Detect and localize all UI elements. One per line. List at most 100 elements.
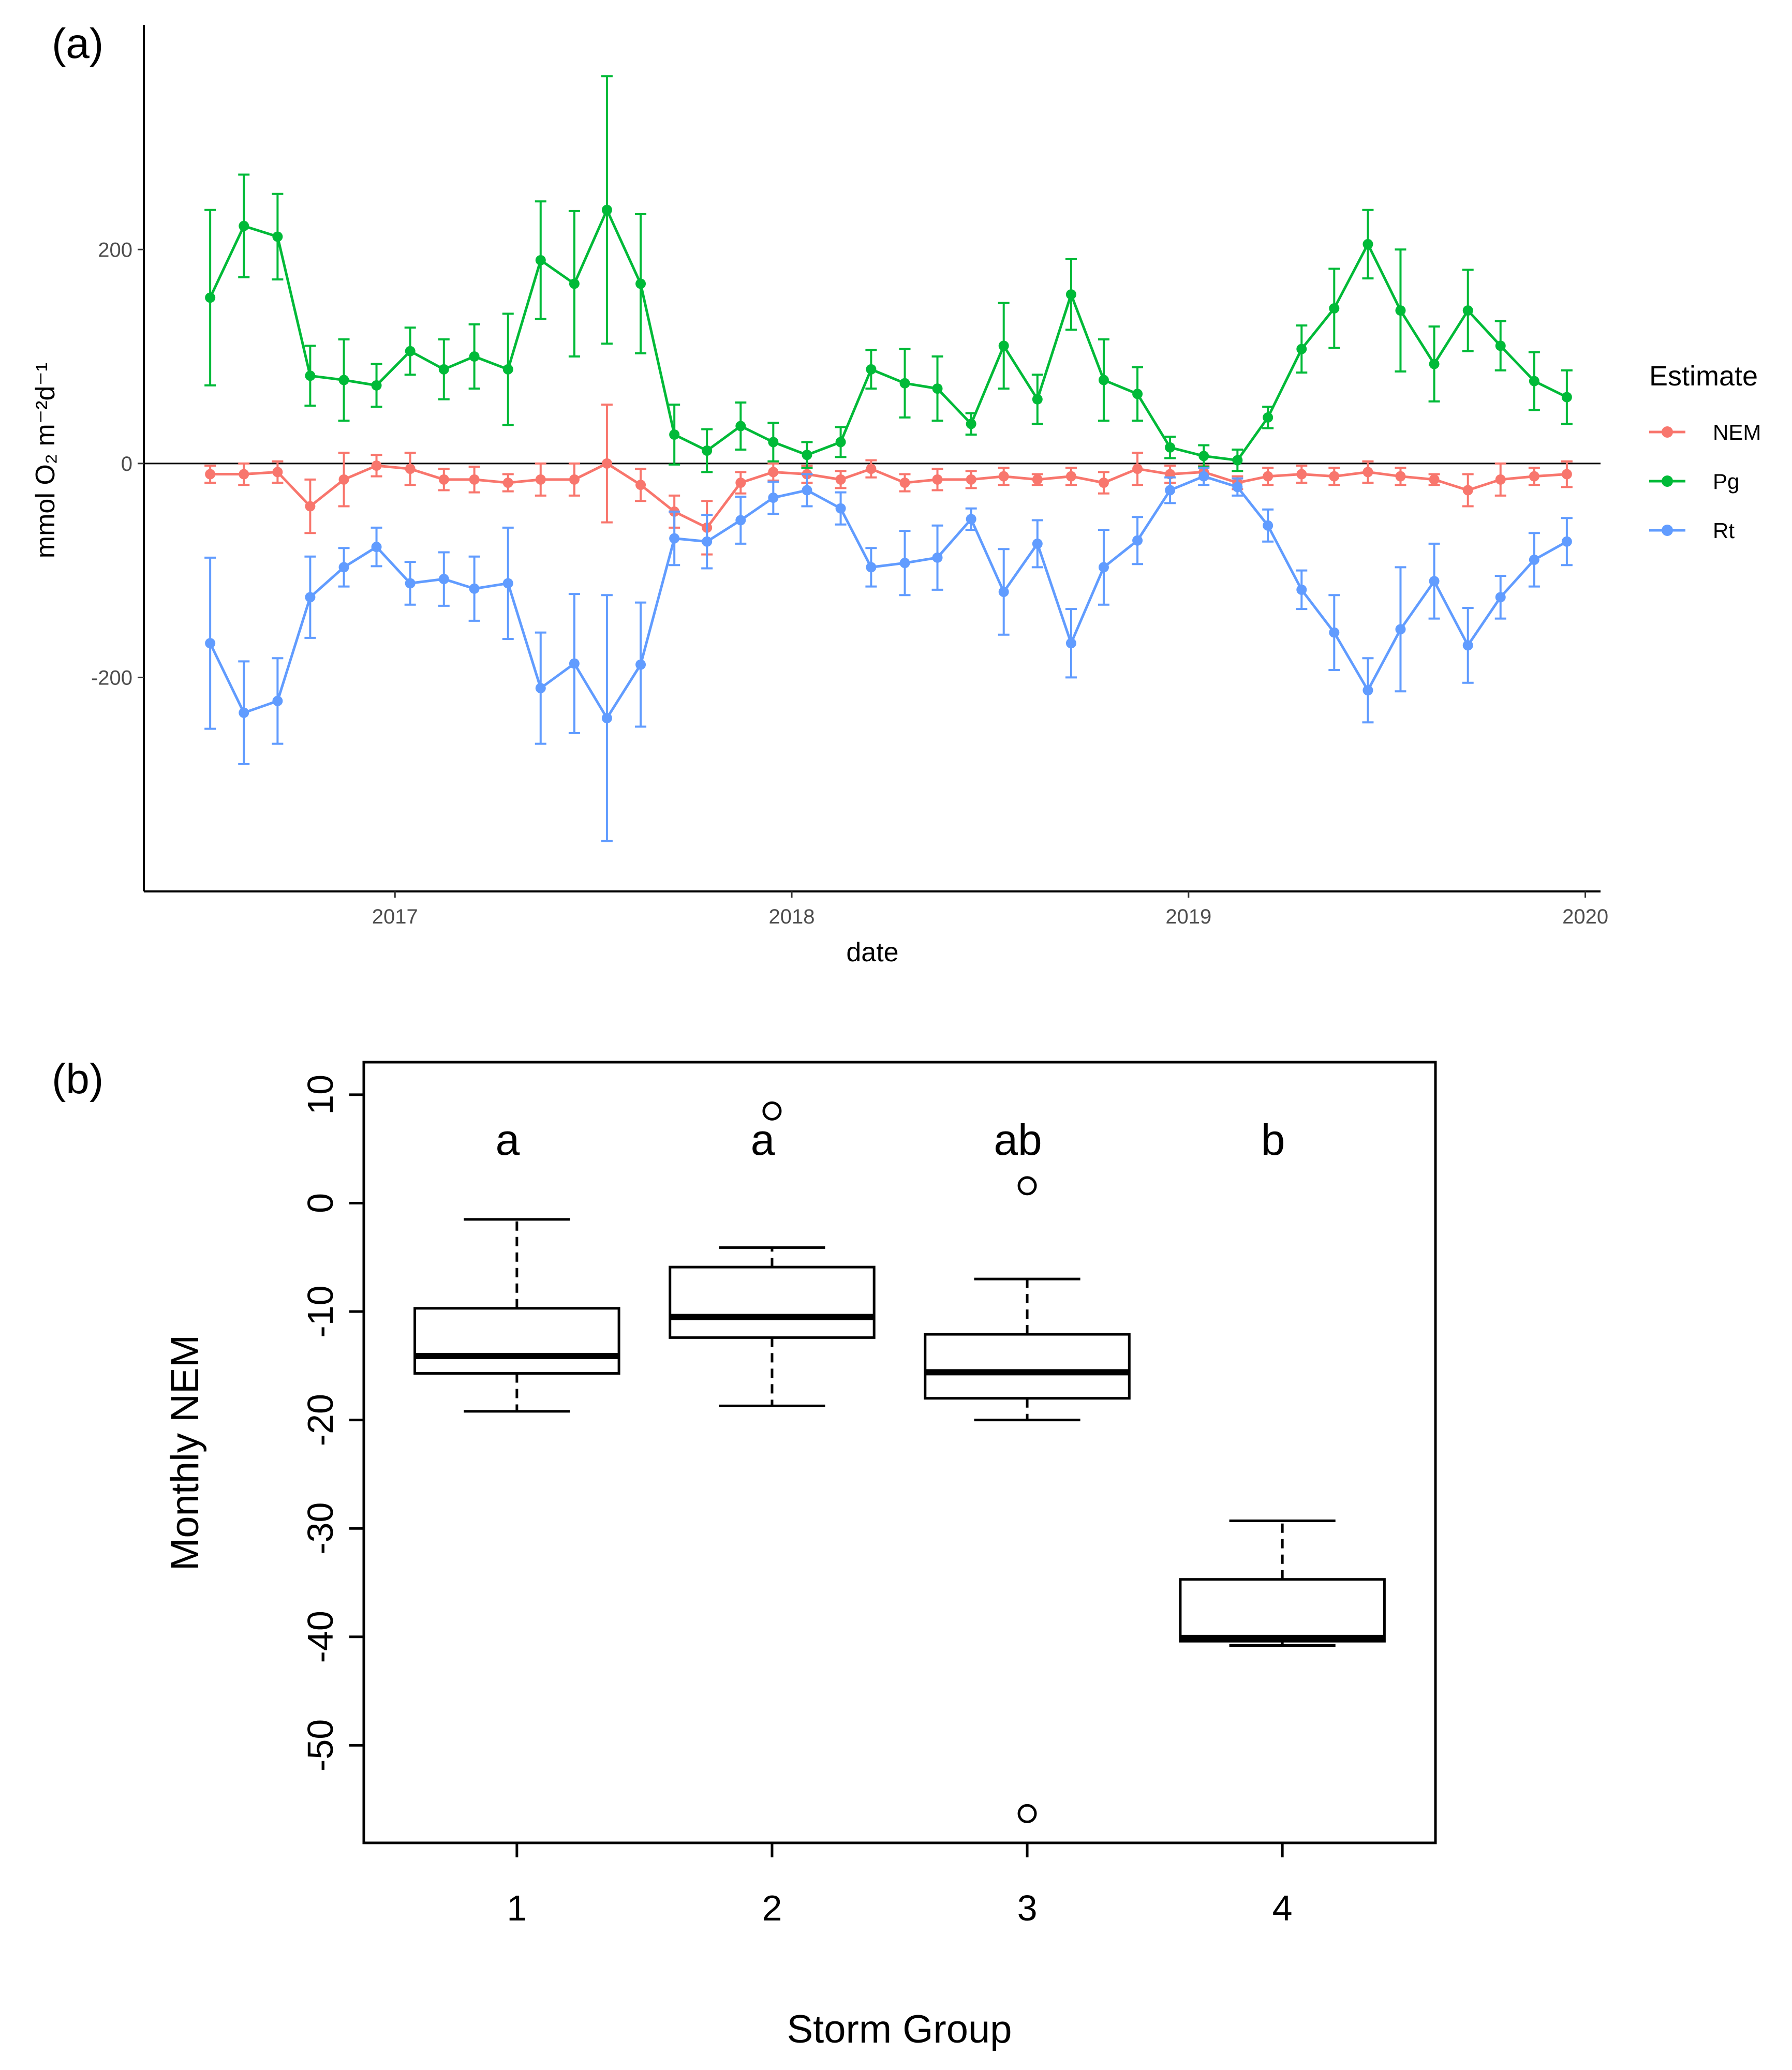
x-tick-label: 2018 (769, 905, 815, 928)
y-tick-label: -20 (300, 1394, 340, 1446)
data-point (1462, 485, 1473, 496)
data-point (1232, 482, 1243, 493)
series-line (209, 475, 1568, 721)
panel-a-series-layer (204, 75, 1573, 842)
data-point (1296, 344, 1307, 354)
data-point (866, 562, 877, 573)
panel-b-y-axis-label: Monthly NEM (163, 1335, 207, 1571)
data-point (768, 437, 779, 448)
x-tick-label: 2017 (372, 905, 418, 928)
data-point (1263, 471, 1273, 482)
data-point (601, 713, 612, 723)
data-point (1165, 485, 1176, 496)
outlier-point (762, 1101, 782, 1121)
series-nem (204, 404, 1573, 556)
data-point (802, 485, 812, 496)
data-point (1362, 685, 1373, 696)
data-point (438, 574, 449, 585)
data-point (1329, 471, 1340, 482)
data-point (535, 255, 546, 265)
data-point (802, 450, 812, 460)
data-point (405, 346, 416, 356)
box-iqr (924, 1333, 1131, 1400)
data-point (1165, 442, 1176, 453)
legend-key-point (1662, 426, 1673, 438)
data-point (966, 419, 976, 429)
data-point (735, 478, 746, 488)
data-point (899, 378, 910, 389)
data-point (1561, 392, 1572, 403)
panel-a-legend: Estimate NEM Pg Rt (1649, 361, 1761, 543)
data-point (502, 364, 513, 375)
data-point (1065, 289, 1076, 300)
data-point (469, 474, 480, 485)
data-point (1495, 474, 1506, 485)
data-point (1395, 624, 1406, 635)
data-point (1098, 562, 1109, 573)
significance-letter: b (1261, 1115, 1285, 1164)
data-point (866, 364, 877, 375)
data-point (469, 351, 480, 362)
data-point (1198, 451, 1209, 461)
data-point (866, 464, 877, 474)
data-point (272, 231, 283, 242)
panel-a: (a) -200 0 200 2017 2018 2019 2020 date mmol … (31, 20, 1761, 967)
data-point (239, 707, 249, 718)
data-point (502, 478, 513, 488)
data-point (998, 340, 1009, 351)
panel-b-label: (b) (52, 1055, 103, 1103)
data-point (205, 292, 216, 303)
x-tick-label: 2 (762, 1888, 782, 1928)
panel-a-label: (a) (52, 20, 103, 67)
data-point (338, 562, 349, 573)
panel-b-plot-frame (362, 1061, 1437, 1844)
data-point (835, 437, 846, 448)
box-iqr (1179, 1578, 1386, 1643)
data-point (1132, 464, 1143, 474)
data-point (502, 578, 513, 589)
data-point (371, 380, 382, 391)
legend-title: Estimate (1649, 361, 1758, 392)
data-point (1329, 627, 1340, 638)
data-point (338, 474, 349, 485)
data-point (371, 542, 382, 553)
data-point (535, 474, 546, 485)
data-point (1098, 375, 1109, 385)
data-point (1529, 471, 1539, 482)
data-point (735, 421, 746, 431)
x-tick-label: 1 (507, 1888, 527, 1928)
data-point (205, 469, 216, 480)
data-point (1529, 554, 1539, 565)
y-tick-label: 200 (98, 239, 132, 261)
box-group-2: a (669, 1101, 876, 1407)
legend-key-point (1662, 475, 1673, 487)
data-point (966, 474, 976, 485)
box-iqr (669, 1265, 876, 1339)
y-tick-label: -10 (300, 1285, 340, 1337)
data-point (768, 493, 779, 503)
significance-letter: ab (994, 1115, 1042, 1164)
panel-a-x-axis-label: date (846, 937, 898, 967)
box-iqr (413, 1307, 620, 1375)
data-point (405, 464, 416, 474)
data-point (305, 501, 316, 512)
data-point (932, 383, 943, 394)
y-tick-label: -30 (300, 1502, 340, 1555)
data-point (1198, 471, 1209, 482)
data-point (601, 204, 612, 215)
data-point (305, 592, 316, 603)
y-tick-label: -50 (300, 1719, 340, 1771)
data-point (998, 471, 1009, 482)
legend-key-point (1662, 525, 1673, 536)
data-point (1329, 303, 1340, 314)
outlier-point (1017, 1176, 1037, 1196)
panel-b-x-ticks: 1 2 3 4 (507, 1843, 1293, 1928)
data-point (735, 515, 746, 526)
panel-b-boxes: a a ab b (413, 1101, 1386, 1823)
x-tick-label: 2019 (1165, 905, 1211, 928)
data-point (1529, 376, 1539, 386)
significance-letter: a (495, 1115, 520, 1164)
data-point (1561, 536, 1572, 547)
data-point (371, 460, 382, 471)
